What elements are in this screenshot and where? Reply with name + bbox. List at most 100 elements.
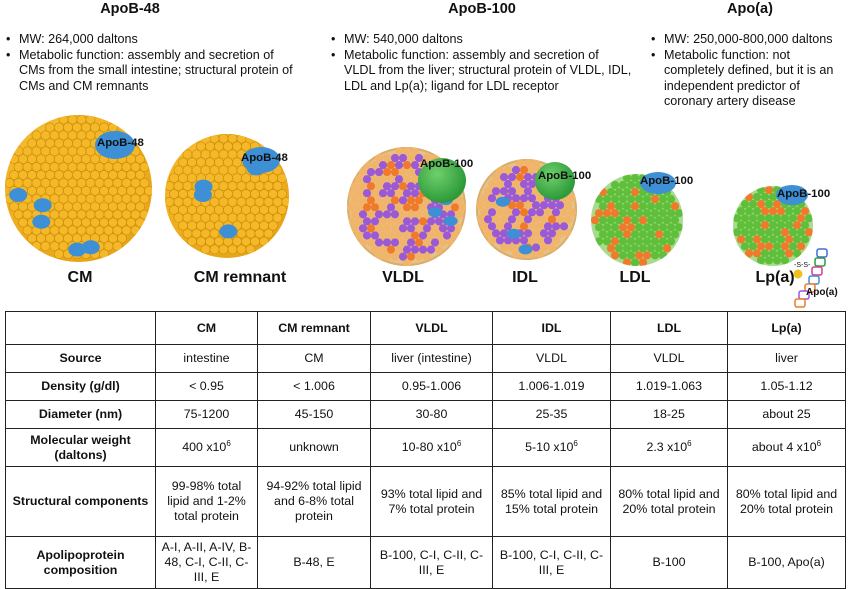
lipid-molecule bbox=[764, 200, 774, 209]
row-header: Apolipoprotein composition bbox=[5, 536, 156, 589]
apolipoprotein-blob bbox=[193, 188, 212, 202]
lipid-molecule bbox=[410, 231, 420, 240]
lipid-molecule bbox=[784, 221, 794, 230]
bullet-item: MW: 264,000 daltons bbox=[3, 32, 303, 48]
apoa-bullets: MW: 250,000-800,000 daltons Metabolic fu… bbox=[648, 32, 848, 110]
lipid-molecule bbox=[515, 187, 525, 196]
lipid-molecule bbox=[499, 187, 509, 196]
lipid-molecule bbox=[410, 245, 420, 254]
table-cell: 99-98% total lipid and 1-2% total protei… bbox=[155, 466, 258, 537]
lipid-molecule bbox=[748, 228, 758, 237]
lipid-molecule bbox=[112, 209, 123, 220]
lipid-molecule bbox=[40, 241, 51, 252]
lipid-molecule bbox=[756, 200, 766, 209]
lipid-molecule bbox=[563, 229, 573, 238]
lipid-molecule bbox=[350, 182, 360, 191]
apob100-header: ApoB-100 bbox=[448, 1, 516, 17]
lipid-molecule bbox=[740, 200, 750, 209]
lipid-molecule bbox=[666, 237, 676, 246]
lipid-molecule bbox=[49, 130, 60, 141]
lipid-molecule bbox=[792, 249, 802, 258]
lipid-molecule bbox=[366, 224, 376, 233]
lipid-molecule bbox=[547, 229, 557, 238]
column-header: VLDL bbox=[370, 311, 493, 345]
lipid-molecule bbox=[378, 175, 388, 184]
lipid-molecule bbox=[209, 228, 220, 239]
lipid-molecule bbox=[736, 207, 746, 216]
lipid-molecule bbox=[638, 244, 648, 253]
lipid-molecule bbox=[54, 249, 64, 259]
lipid-molecule bbox=[792, 221, 802, 230]
lipid-molecule bbox=[450, 203, 460, 212]
cm-remnant-particle-texture bbox=[165, 134, 289, 255]
lipid-molecule bbox=[442, 231, 452, 240]
lipid-molecule bbox=[354, 189, 364, 198]
lipid-molecule bbox=[626, 195, 636, 204]
lipid-molecule bbox=[748, 242, 758, 251]
lipid-molecule bbox=[670, 230, 680, 239]
lipid-molecule bbox=[406, 182, 416, 191]
lipid-molecule bbox=[483, 229, 493, 238]
table-cell: < 1.006 bbox=[257, 372, 371, 401]
lipid-molecule bbox=[169, 189, 179, 199]
lipid-molecule bbox=[598, 230, 608, 239]
lipid-molecule bbox=[277, 173, 287, 183]
lipid-molecule bbox=[630, 230, 640, 239]
lipid-molecule bbox=[736, 221, 746, 230]
lipid-molecule bbox=[618, 195, 628, 204]
lipid-molecule bbox=[650, 237, 660, 246]
lipid-molecule bbox=[646, 230, 656, 239]
lipid-molecule bbox=[792, 235, 802, 244]
lipid-molecule bbox=[36, 170, 46, 180]
lipid-molecule bbox=[245, 228, 256, 239]
lipid-molecule bbox=[752, 221, 762, 230]
lipid-molecule bbox=[394, 161, 404, 170]
lipid-molecule bbox=[531, 229, 541, 238]
lipid-molecule bbox=[511, 194, 521, 203]
apob48-bullets: MW: 264,000 daltons Metabolic function: … bbox=[3, 32, 303, 94]
lipid-molecule bbox=[646, 244, 656, 253]
table-cell: liver bbox=[727, 344, 846, 373]
lipid-molecule bbox=[386, 245, 396, 254]
lipid-molecule bbox=[487, 194, 497, 203]
lipid-molecule bbox=[232, 189, 242, 199]
table-row: Source intestine CM liver (intestine) VL… bbox=[5, 344, 846, 373]
lipid-molecule bbox=[218, 244, 229, 255]
lipid-molecule bbox=[358, 182, 368, 191]
column-header: LDL bbox=[610, 311, 728, 345]
lipid-molecule bbox=[426, 245, 436, 254]
lipid-molecule bbox=[76, 130, 87, 141]
lipid-molecule bbox=[446, 224, 456, 233]
lipid-molecule bbox=[31, 241, 42, 252]
lipid-molecule bbox=[539, 215, 549, 224]
lipid-molecule bbox=[362, 217, 372, 226]
table-cell: 80% total lipid and 20% total protein bbox=[727, 466, 846, 537]
lipid-molecule bbox=[499, 215, 509, 224]
lipid-molecule bbox=[214, 189, 224, 199]
lipid-molecule bbox=[594, 237, 604, 246]
lipid-molecule bbox=[800, 235, 810, 244]
lipid-molecule bbox=[398, 224, 408, 233]
lipid-molecule bbox=[350, 196, 360, 205]
table-row: Density (g/dl) < 0.95 < 1.006 0.95-1.006… bbox=[5, 372, 846, 401]
lipid-molecule bbox=[366, 210, 376, 219]
lipid-molecule bbox=[618, 180, 628, 190]
lipid-molecule bbox=[63, 170, 73, 180]
apob48-header: ApoB-48 bbox=[100, 1, 160, 17]
apoa-label: Apo(a) bbox=[806, 287, 838, 298]
lipid-molecule bbox=[442, 203, 452, 212]
lipid-molecule bbox=[454, 224, 464, 233]
lipid-molecule bbox=[422, 224, 432, 233]
lipid-molecule bbox=[410, 203, 420, 212]
lipid-molecule bbox=[748, 214, 758, 223]
lipid-molecule bbox=[551, 208, 561, 217]
lipid-molecule bbox=[788, 228, 798, 237]
lipid-molecule bbox=[760, 221, 770, 230]
lipid-molecule bbox=[602, 237, 612, 246]
lipid-molecule bbox=[559, 208, 569, 217]
apob100-label: ApoB-100 bbox=[777, 188, 831, 200]
lipid-molecule bbox=[760, 249, 770, 258]
lipid-molecule bbox=[241, 189, 251, 199]
lipid-molecule bbox=[638, 202, 648, 211]
lipid-molecule bbox=[495, 180, 505, 189]
